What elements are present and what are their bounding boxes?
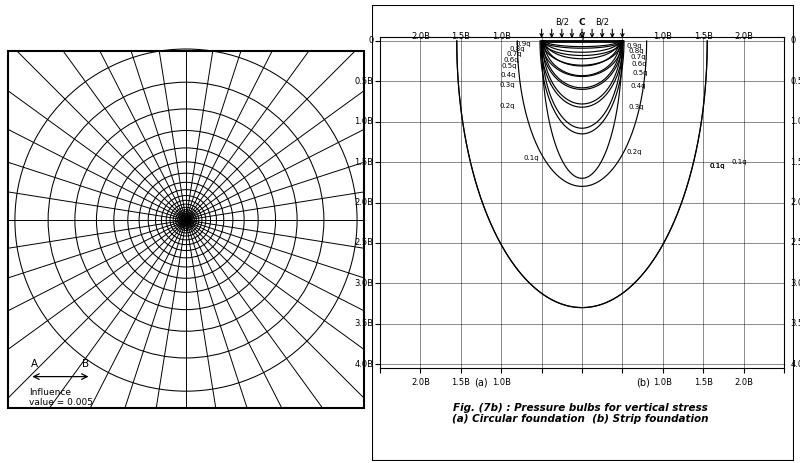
Text: 1.5B: 1.5B: [790, 158, 800, 167]
Text: B/2: B/2: [595, 18, 610, 26]
Text: (a): (a): [474, 378, 488, 388]
Text: 0.5q: 0.5q: [502, 63, 518, 69]
Text: 2.0B: 2.0B: [734, 32, 753, 41]
Text: 0.3q: 0.3q: [499, 82, 515, 88]
Text: 1.5B: 1.5B: [694, 32, 713, 41]
Text: 0.1q: 0.1q: [710, 163, 726, 169]
Text: 3.5B: 3.5B: [790, 319, 800, 328]
Text: (b): (b): [636, 378, 650, 388]
Text: 1.5B: 1.5B: [451, 378, 470, 387]
Text: 0.7q: 0.7q: [630, 54, 646, 60]
Text: 1.0B: 1.0B: [790, 117, 800, 126]
Text: A: A: [31, 359, 38, 369]
Text: 0.6q: 0.6q: [503, 56, 519, 63]
Text: 1.5B: 1.5B: [354, 158, 374, 167]
Text: B/2: B/2: [555, 18, 569, 26]
Text: 0.1q: 0.1q: [710, 163, 726, 169]
Text: 0.3q: 0.3q: [629, 104, 645, 110]
Text: q: q: [579, 30, 585, 40]
Text: 3.0B: 3.0B: [790, 279, 800, 288]
Text: 0.8q: 0.8q: [510, 46, 526, 52]
Text: 3.5B: 3.5B: [354, 319, 374, 328]
Text: 1.0B: 1.0B: [354, 117, 374, 126]
Text: 1.0B: 1.0B: [654, 32, 672, 41]
Text: Fig. (7b) : Pressure bulbs for vertical stress
(a) Circular foundation  (b) Stri: Fig. (7b) : Pressure bulbs for vertical …: [452, 403, 708, 425]
Text: 0: 0: [790, 37, 796, 45]
Text: 0.5B: 0.5B: [790, 77, 800, 86]
Text: 4.0B: 4.0B: [790, 360, 800, 369]
Text: 1.5B: 1.5B: [451, 32, 470, 41]
Text: 1.5B: 1.5B: [694, 378, 713, 387]
Text: 0.8q: 0.8q: [629, 48, 645, 54]
Text: 4.0B: 4.0B: [354, 360, 374, 369]
Text: 0.9q: 0.9q: [515, 41, 531, 47]
Text: 2.0B: 2.0B: [354, 198, 374, 207]
Text: B: B: [82, 359, 90, 369]
Text: 0.9q: 0.9q: [626, 43, 642, 49]
Text: 1.0B: 1.0B: [654, 378, 672, 387]
Text: 0.1q: 0.1q: [731, 159, 747, 165]
Text: 0.4q: 0.4q: [500, 72, 516, 78]
Text: 2.5B: 2.5B: [790, 238, 800, 247]
Text: 0.4q: 0.4q: [630, 83, 646, 89]
Text: 2.0B: 2.0B: [411, 378, 430, 387]
Text: Influence
value = 0.005: Influence value = 0.005: [30, 388, 94, 407]
Text: 2.5B: 2.5B: [354, 238, 374, 247]
Text: 1.0B: 1.0B: [492, 32, 510, 41]
Text: 0.2q: 0.2q: [499, 103, 515, 109]
Text: 0.7q: 0.7q: [506, 51, 522, 57]
Text: 0.5q: 0.5q: [632, 70, 647, 76]
Text: 3.0B: 3.0B: [354, 279, 374, 288]
Text: 0: 0: [368, 37, 374, 45]
Text: 2.0B: 2.0B: [734, 378, 753, 387]
Text: 0.2q: 0.2q: [626, 150, 642, 156]
Text: C: C: [578, 18, 586, 26]
Text: 2.0B: 2.0B: [790, 198, 800, 207]
Text: 2.0B: 2.0B: [411, 32, 430, 41]
Text: 0.1q: 0.1q: [523, 155, 539, 161]
Text: 1.0B: 1.0B: [492, 378, 510, 387]
Text: 0.5B: 0.5B: [354, 77, 374, 86]
Text: 0.6q: 0.6q: [631, 62, 647, 68]
